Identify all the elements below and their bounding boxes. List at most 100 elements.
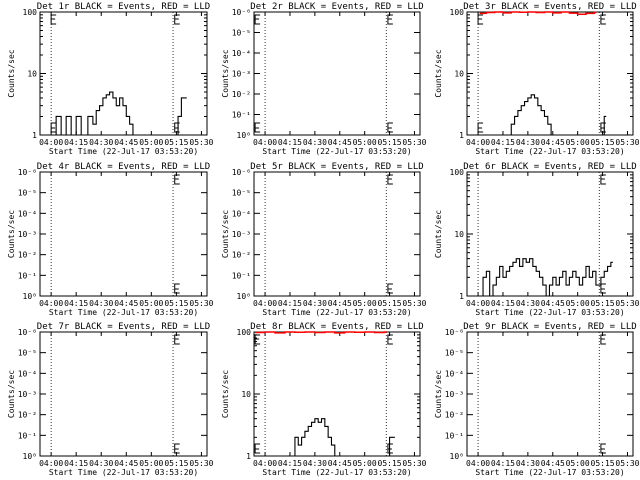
interval-marker-bottom bbox=[387, 283, 393, 294]
x-tick-label: 04:45 bbox=[114, 299, 138, 308]
y-tick-label: 10⁻⁵ bbox=[18, 189, 37, 198]
interval-marker-top bbox=[600, 174, 606, 185]
x-tick-label: 04:45 bbox=[114, 138, 138, 147]
y-axis-label: Counts/sec bbox=[434, 49, 443, 97]
y-tick-label: 10 bbox=[27, 70, 37, 79]
x-tick-label: 05:00 bbox=[139, 459, 163, 468]
interval-marker-top bbox=[600, 334, 606, 345]
interval-marker-bottom bbox=[600, 122, 606, 133]
x-tick-label: 04:15 bbox=[491, 138, 515, 147]
y-tick-label: 10⁻³ bbox=[445, 390, 464, 399]
chart-title: Det 1r BLACK = Events, RED = LLD bbox=[37, 2, 210, 12]
x-tick-label: 04:45 bbox=[328, 299, 352, 308]
y-axis-label: Counts/sec bbox=[221, 49, 230, 97]
chart-title: Det 7r BLACK = Events, RED = LLD bbox=[37, 322, 210, 332]
plot-frame bbox=[39, 171, 208, 297]
y-tick-label: 10⁻⁵ bbox=[232, 189, 251, 198]
series-events-line bbox=[507, 94, 607, 136]
chart-title: Det 5r BLACK = Events, RED = LLD bbox=[250, 162, 423, 172]
y-tick-label: 10⁻⁴ bbox=[232, 209, 251, 218]
y-tick-label: 10⁻⁶ bbox=[445, 328, 464, 337]
y-tick-label: 10⁻² bbox=[18, 411, 37, 420]
x-tick-label: 05:00 bbox=[353, 299, 377, 308]
x-tick-label: 05:30 bbox=[615, 459, 639, 468]
y-tick-label: 10⁰ bbox=[23, 452, 37, 461]
x-tick-label: 04:30 bbox=[303, 299, 327, 308]
y-axis-label: Counts/sec bbox=[7, 370, 16, 418]
y-tick-label: 10⁻¹ bbox=[18, 271, 37, 280]
y-tick-label: 10⁻² bbox=[18, 251, 37, 260]
x-tick-label: 05:30 bbox=[189, 138, 213, 147]
y-tick-label: 10⁻³ bbox=[18, 230, 37, 239]
x-tick-label: 04:15 bbox=[491, 299, 515, 308]
x-tick-label: 04:45 bbox=[541, 299, 565, 308]
chart-panel-1: Det 1r BLACK = Events, RED = LLD 04:00 04:… bbox=[7, 2, 214, 156]
x-tick-label: 04:15 bbox=[64, 299, 88, 308]
x-tick-label: 05:15 bbox=[164, 299, 188, 308]
x-tick-label: 04:00 bbox=[253, 299, 277, 308]
chart-title: Det 2r BLACK = Events, RED = LLD bbox=[250, 2, 423, 12]
x-tick-label: 04:00 bbox=[39, 138, 63, 147]
x-tick-label: 04:15 bbox=[278, 138, 302, 147]
x-tick-label: 05:15 bbox=[378, 459, 402, 468]
y-tick-label: 10⁻¹ bbox=[232, 111, 251, 120]
interval-marker-top bbox=[387, 334, 393, 345]
x-tick-label: 05:15 bbox=[591, 138, 615, 147]
series-events-line bbox=[291, 418, 395, 457]
y-axis-label: Counts/sec bbox=[221, 370, 230, 418]
x-tick-label: 05:30 bbox=[402, 138, 426, 147]
y-axis-label: Counts/sec bbox=[434, 370, 443, 418]
chart-panel-8: Det 8r BLACK = Events, RED = LLD 04:00 04:… bbox=[221, 322, 427, 477]
y-tick-label: 10⁻¹ bbox=[18, 431, 37, 440]
y-tick-label: 1 bbox=[459, 292, 464, 301]
chart-title: Det 8r BLACK = Events, RED = LLD bbox=[250, 322, 423, 332]
interval-marker-bottom bbox=[174, 283, 180, 294]
x-tick-label: 05:15 bbox=[591, 459, 615, 468]
y-tick-label: 100 bbox=[450, 168, 465, 177]
x-tick-label: 05:30 bbox=[615, 299, 639, 308]
plot-frame bbox=[39, 331, 208, 457]
y-tick-label: 100 bbox=[237, 328, 252, 337]
y-tick-label: 10 bbox=[454, 70, 464, 79]
interval-marker-top bbox=[50, 14, 57, 25]
interval-marker-bottom bbox=[50, 122, 57, 133]
y-tick-label: 10⁻⁵ bbox=[445, 349, 464, 358]
chart-title: Det 3r BLACK = Events, RED = LLD bbox=[463, 2, 636, 12]
interval-marker-top bbox=[387, 174, 393, 185]
y-axis-label: Counts/sec bbox=[434, 210, 443, 258]
x-tick-label: 04:30 bbox=[303, 138, 327, 147]
y-tick-label: 10⁻¹ bbox=[232, 271, 251, 280]
x-tick-label: 04:15 bbox=[278, 459, 302, 468]
interval-marker-bottom bbox=[174, 122, 180, 133]
interval-marker-bottom bbox=[477, 122, 484, 133]
x-tick-label: 04:00 bbox=[466, 459, 490, 468]
x-tick-label: 04:00 bbox=[253, 459, 277, 468]
y-tick-label: 10⁻³ bbox=[18, 390, 37, 399]
y-tick-label: 10⁻⁶ bbox=[18, 328, 37, 337]
series-events-line bbox=[479, 258, 613, 297]
plot-frame bbox=[466, 11, 634, 136]
x-tick-label: 05:30 bbox=[402, 459, 426, 468]
x-tick-label: 04:00 bbox=[253, 138, 277, 147]
y-tick-label: 1 bbox=[32, 131, 37, 140]
y-tick-label: 10 bbox=[241, 390, 251, 399]
y-tick-label: 10⁻³ bbox=[232, 70, 251, 79]
interval-marker-top bbox=[174, 174, 180, 185]
x-axis-label: Start Time (22-Jul-17 03:53:20) bbox=[475, 468, 624, 477]
x-tick-label: 04:15 bbox=[491, 459, 515, 468]
x-axis-label: Start Time (22-Jul-17 03:53:20) bbox=[49, 468, 198, 477]
y-tick-label: 10⁰ bbox=[23, 292, 37, 301]
x-tick-label: 04:00 bbox=[39, 459, 63, 468]
x-axis-label: Start Time (22-Jul-17 03:53:20) bbox=[475, 147, 624, 156]
x-tick-label: 05:00 bbox=[353, 459, 377, 468]
y-tick-label: 100 bbox=[23, 8, 38, 17]
series-lld-line bbox=[479, 11, 597, 15]
y-tick-label: 10⁻¹ bbox=[445, 431, 464, 440]
interval-marker-top bbox=[600, 14, 606, 25]
x-tick-label: 05:30 bbox=[189, 299, 213, 308]
interval-marker-bottom bbox=[600, 443, 606, 454]
x-tick-label: 05:00 bbox=[353, 138, 377, 147]
interval-marker-bottom bbox=[254, 122, 261, 133]
